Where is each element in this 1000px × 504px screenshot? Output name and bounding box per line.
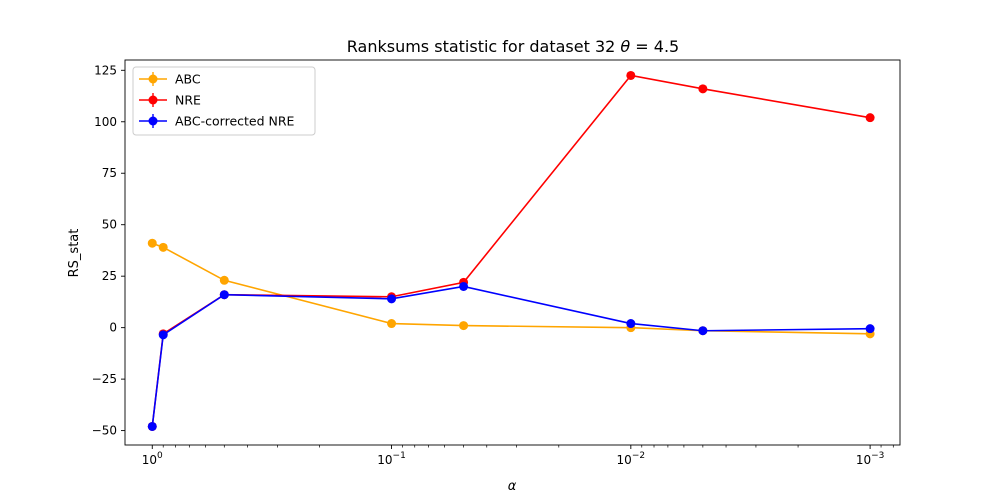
y-axis-label: RS_stat	[67, 229, 82, 278]
y-tick-label: 50	[102, 218, 117, 232]
legend-marker-abc	[148, 74, 158, 84]
y-tick-label: 125	[94, 63, 117, 77]
x-tick-label: 10−3	[856, 451, 885, 467]
data-point-abc-corrected-nre	[459, 281, 469, 291]
legend-label-nre: NRE	[175, 93, 201, 108]
legend-label-abc: ABC	[175, 72, 201, 87]
data-point-nre	[865, 113, 875, 123]
y-tick-label: 0	[109, 321, 117, 335]
plot-frame	[124, 59, 901, 446]
y-tick-label: 100	[94, 115, 117, 129]
y-tick-label: 25	[102, 269, 117, 283]
legend-label-abc-corrected-nre: ABC-corrected NRE	[175, 114, 295, 129]
data-point-abc	[147, 238, 157, 248]
data-point-abc	[219, 275, 229, 285]
data-point-nre	[698, 84, 708, 94]
data-point-nre	[626, 70, 636, 80]
y-tick-label: 75	[102, 166, 117, 180]
data-point-abc-corrected-nre	[626, 319, 636, 329]
x-tick-label: 10−2	[617, 451, 646, 467]
data-point-abc-corrected-nre	[865, 324, 875, 334]
x-tick-label: 100	[142, 451, 163, 467]
data-point-abc	[459, 321, 469, 331]
y-tick-label: −50	[92, 424, 117, 438]
data-point-abc-corrected-nre	[158, 330, 168, 340]
y-tick-label: −25	[92, 372, 117, 386]
data-point-abc-corrected-nre	[147, 421, 157, 431]
legend-box	[132, 66, 316, 136]
x-tick-label: 10−1	[377, 451, 406, 467]
data-point-abc	[158, 242, 168, 252]
data-point-abc-corrected-nre	[698, 326, 708, 336]
chart-title: Ranksums statistic for dataset 32 θ = 4.…	[347, 37, 679, 56]
legend: ABC NRE ABC-corrected NRE	[132, 66, 316, 136]
legend-marker-abc-corrected-nre	[148, 116, 158, 126]
data-point-abc	[387, 319, 397, 329]
data-point-abc-corrected-nre	[219, 290, 229, 300]
plot-area: 125 100 75 50 25 0 −25 −50 100 10−1 10−2 10−3	[92, 59, 901, 467]
x-axis-label: α	[508, 479, 517, 494]
series-line-abc-corrected-nre	[151, 285, 871, 427]
legend-marker-nre	[148, 95, 158, 105]
data-point-abc-corrected-nre	[387, 294, 397, 304]
